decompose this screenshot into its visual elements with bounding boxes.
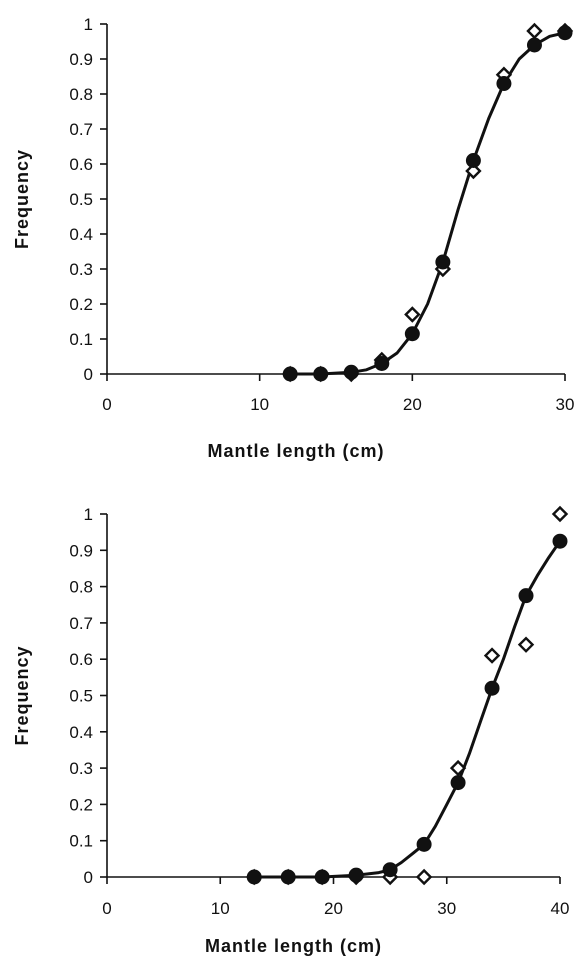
y-tick-label: 0.6 xyxy=(69,650,93,669)
y-tick-label: 0.5 xyxy=(69,190,93,209)
y-tick-label: 0.3 xyxy=(69,759,93,778)
open-diamond-point xyxy=(517,636,535,653)
y-tick-label: 0.2 xyxy=(69,795,93,814)
filled-circle-point xyxy=(518,588,534,604)
x-axis-title: Mantle length (cm) xyxy=(207,441,384,461)
filled-circle-point xyxy=(496,76,512,91)
y-tick-label: 0 xyxy=(84,868,93,887)
chart-panel-top: 00.10.20.30.40.50.60.70.80.910 10 20 30Mant… xyxy=(12,15,574,461)
x-tick-label: 30 xyxy=(556,395,575,414)
x-tick-label: 0 xyxy=(102,395,111,414)
fitted-curve xyxy=(254,540,562,879)
filled-circle-point xyxy=(450,775,466,791)
y-tick-label: 0.2 xyxy=(69,295,93,314)
filled-circle-point xyxy=(246,869,262,885)
open-diamond-point xyxy=(551,505,569,523)
y-tick-label: 0.9 xyxy=(69,50,93,69)
x-axis-title: Mantle length (cm) xyxy=(205,936,382,956)
y-tick-label: 0 xyxy=(84,365,93,384)
filled-circle-point xyxy=(282,366,298,382)
y-tick-label: 0.8 xyxy=(69,85,93,104)
fitted-curve xyxy=(290,31,566,376)
y-axis-title: Frequency xyxy=(12,149,32,249)
y-tick-label: 0.8 xyxy=(69,578,93,597)
open-diamond-point xyxy=(449,759,467,777)
y-tick-label: 1 xyxy=(84,15,93,34)
y-tick-label: 0.3 xyxy=(69,260,93,279)
filled-circle-point xyxy=(465,153,481,168)
filled-circle-point xyxy=(404,326,420,342)
x-tick-label: 30 xyxy=(437,899,456,918)
filled-circle-point xyxy=(484,680,500,696)
open-diamond-point xyxy=(526,22,543,40)
open-diamond-point xyxy=(404,306,421,323)
chart-panel-bottom: 00.10.20.30.40.50.60.70.80.910 10 20 30 40Ma… xyxy=(12,505,569,956)
filled-circle-point xyxy=(526,37,542,53)
y-tick-label: 0.4 xyxy=(69,723,93,742)
open-diamond-point xyxy=(483,647,501,664)
y-axis-title: Frequency xyxy=(12,645,32,745)
open-diamond-point xyxy=(415,868,433,886)
filled-circle-point xyxy=(314,869,330,885)
x-tick-label: 0 xyxy=(102,899,111,918)
x-tick-label: 10 xyxy=(211,899,230,918)
filled-circle-point xyxy=(374,356,390,371)
filled-circle-point xyxy=(435,254,451,270)
filled-circle-point xyxy=(416,836,432,852)
y-tick-label: 0.7 xyxy=(69,614,93,633)
x-tick-label: 10 xyxy=(250,395,269,414)
y-tick-label: 0.6 xyxy=(69,155,93,174)
y-tick-label: 0.1 xyxy=(69,832,93,851)
y-tick-label: 1 xyxy=(84,505,93,524)
filled-circle-point xyxy=(557,25,573,41)
x-tick-label: 40 xyxy=(551,899,570,918)
open-diamond-point xyxy=(465,162,482,180)
filled-circle-point xyxy=(343,364,359,380)
y-tick-label: 0.1 xyxy=(69,330,93,349)
y-tick-label: 0.4 xyxy=(69,225,93,244)
filled-circle-point xyxy=(382,862,398,878)
filled-circle-point xyxy=(313,366,329,382)
x-tick-label: 20 xyxy=(403,395,422,414)
y-tick-label: 0.5 xyxy=(69,687,93,706)
filled-circle-point xyxy=(280,869,296,885)
filled-circle-point xyxy=(348,867,364,883)
y-tick-label: 0.9 xyxy=(69,541,93,560)
y-tick-label: 0.7 xyxy=(69,120,93,139)
filled-circle-point xyxy=(552,533,568,549)
x-tick-label: 20 xyxy=(324,899,343,918)
